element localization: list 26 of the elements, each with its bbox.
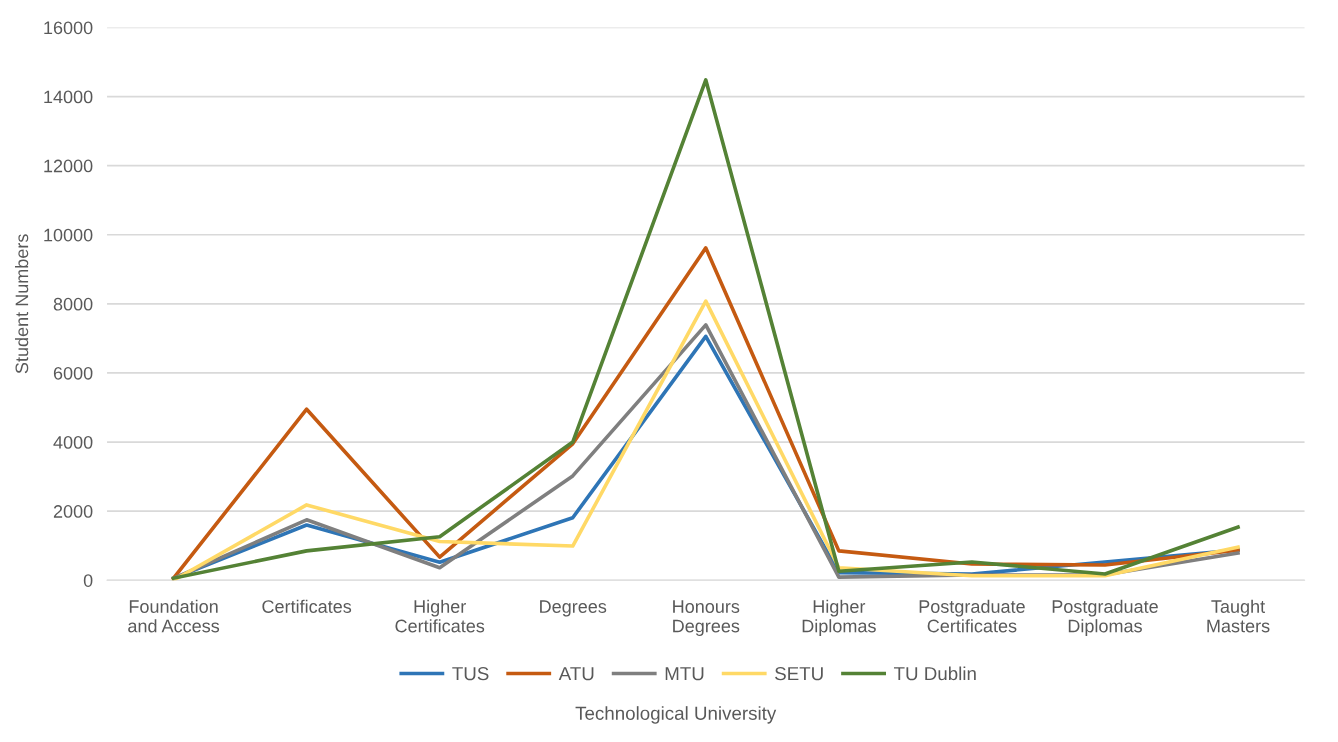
legend-label: MTU (665, 667, 704, 681)
y-tick-label: 10000 (44, 228, 93, 242)
x-tick-label: Certificates (262, 599, 352, 613)
y-tick-label: 2000 (53, 505, 93, 518)
legend-label: ATU (558, 667, 594, 681)
y-tick-label: 8000 (53, 297, 93, 311)
legend-label: TU Dublin (893, 666, 976, 681)
x-tick-label: Postgraduate Diplomas (1052, 599, 1158, 636)
legend-label: SETU (775, 666, 823, 681)
y-tick-label: 6000 (53, 366, 93, 380)
y-tick-label: 0 (83, 574, 93, 587)
y-tick-label: 12000 (44, 159, 93, 173)
x-tick-label: Foundation and Access (128, 599, 220, 633)
line-series (171, 78, 1240, 580)
y-tick-label: 14000 (44, 90, 93, 104)
x-tick-label: Taught Masters (1207, 599, 1270, 633)
x-tick-label: Degrees (540, 600, 607, 617)
x-tick-label: Honours Degrees (673, 600, 740, 636)
x-tick-label: Postgraduate Certificates (919, 599, 1025, 633)
y-axis-title: Student Numbers (15, 234, 29, 374)
y-tick-label: 16000 (44, 21, 93, 35)
y-tick-label: 4000 (53, 435, 93, 449)
x-tick-label: Higher Diplomas (802, 599, 876, 636)
x-tick-label: Higher Certificates (395, 599, 485, 633)
x-axis-title: Technological University (575, 706, 777, 724)
legend-label: TUS (452, 666, 489, 681)
